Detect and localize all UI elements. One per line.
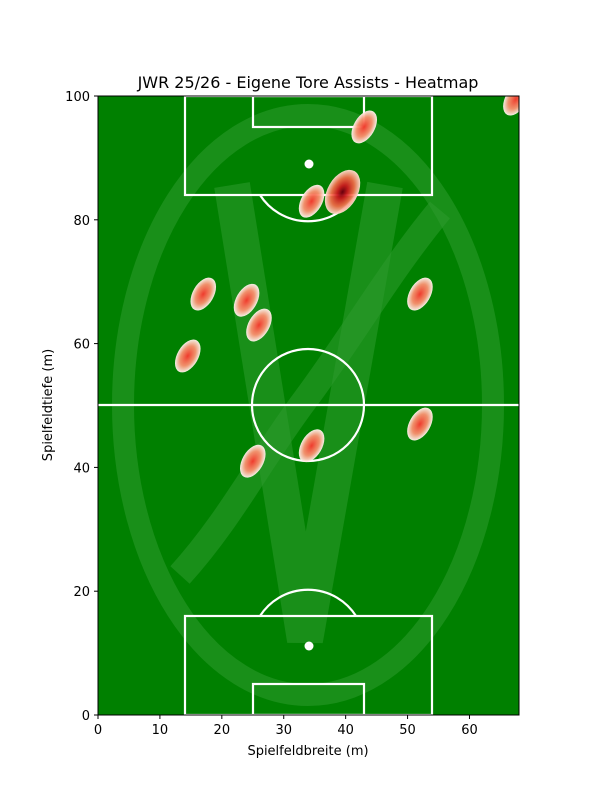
x-tick-label: 0 bbox=[94, 723, 102, 738]
x-tick-label: 50 bbox=[399, 723, 416, 738]
x-tick-label: 20 bbox=[214, 723, 231, 738]
heat-point bbox=[324, 169, 361, 215]
heat-point bbox=[190, 277, 217, 311]
heat-point bbox=[239, 444, 266, 478]
y-tick-label: 40 bbox=[73, 461, 90, 476]
goal-area-bottom bbox=[251, 682, 366, 715]
heat-point bbox=[298, 429, 325, 463]
goal-area-top bbox=[251, 96, 366, 129]
penalty-arc-bottom bbox=[259, 588, 357, 617]
chart-title: JWR 25/26 - Eigene Tore Assists - Heatma… bbox=[137, 73, 479, 92]
y-axis-title: Spielfeldtiefe (m) bbox=[41, 349, 56, 461]
heat-point bbox=[503, 96, 519, 116]
heat-point bbox=[298, 184, 325, 218]
heat-point bbox=[351, 110, 378, 144]
x-axis: 0 10 20 30 40 50 60 bbox=[94, 715, 478, 738]
plot-frame bbox=[97, 95, 520, 716]
penalty-spot-bottom bbox=[304, 641, 314, 651]
x-tick-label: 40 bbox=[337, 723, 354, 738]
heat-layer bbox=[174, 96, 519, 478]
y-tick-label: 100 bbox=[65, 90, 90, 105]
y-tick-label: 20 bbox=[73, 585, 90, 600]
penalty-spot-top bbox=[304, 159, 314, 169]
y-tick-label: 60 bbox=[73, 338, 90, 353]
y-axis: 0 20 40 60 80 100 bbox=[65, 90, 98, 724]
x-tick-label: 60 bbox=[461, 723, 478, 738]
penalty-area-bottom bbox=[183, 614, 434, 715]
heat-point bbox=[407, 407, 433, 441]
heat-point bbox=[246, 308, 272, 342]
x-tick-label: 30 bbox=[275, 723, 292, 738]
pitch-markings bbox=[98, 96, 519, 715]
x-axis-title: Spielfeldbreite (m) bbox=[247, 744, 368, 759]
y-tick-label: 80 bbox=[73, 214, 90, 229]
y-tick-label: 0 bbox=[82, 709, 90, 724]
x-tick-label: 10 bbox=[152, 723, 169, 738]
heat-point bbox=[407, 277, 433, 311]
heat-point bbox=[233, 283, 260, 317]
heat-point bbox=[174, 339, 201, 373]
